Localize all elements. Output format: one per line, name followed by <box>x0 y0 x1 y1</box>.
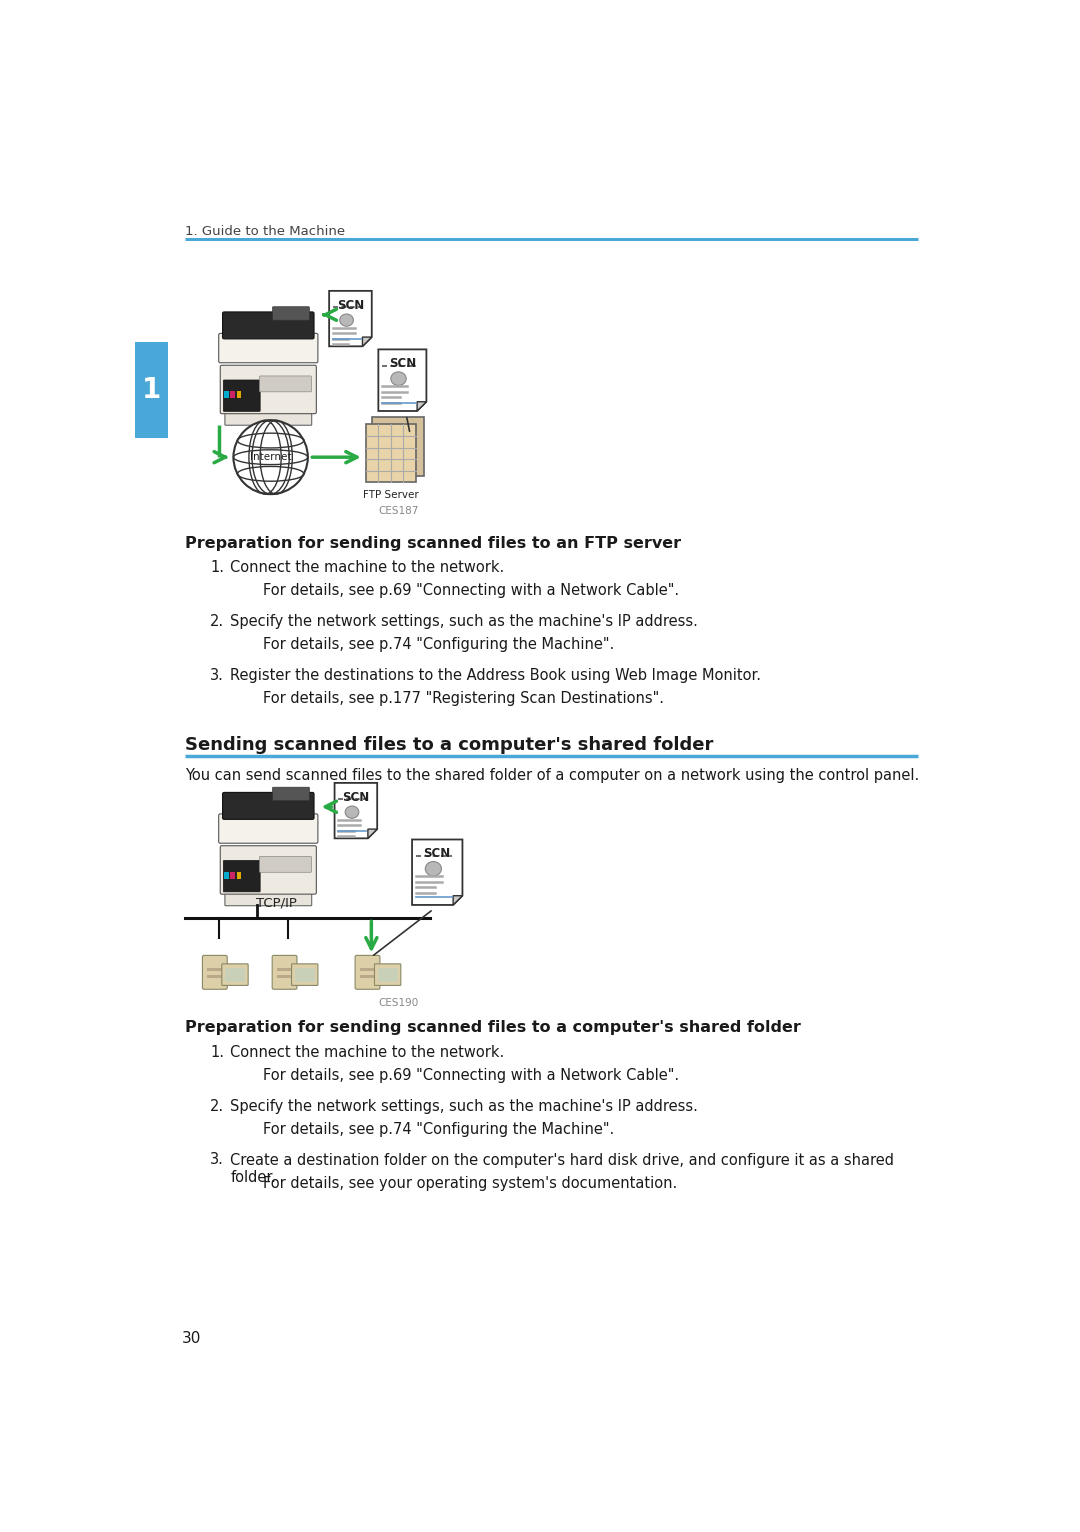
Text: 3.: 3. <box>211 1152 225 1167</box>
Bar <box>276 968 293 971</box>
Bar <box>243 391 247 398</box>
Bar <box>230 391 235 398</box>
FancyBboxPatch shape <box>225 890 312 905</box>
Text: FTP Server: FTP Server <box>363 490 419 499</box>
Text: Specify the network settings, such as the machine's IP address.: Specify the network settings, such as th… <box>230 614 698 630</box>
Text: Connect the machine to the network.: Connect the machine to the network. <box>230 1045 504 1060</box>
FancyBboxPatch shape <box>202 956 227 990</box>
Polygon shape <box>417 401 427 411</box>
Bar <box>276 976 293 979</box>
Bar <box>237 391 241 398</box>
Ellipse shape <box>391 372 406 386</box>
Text: For details, see p.69 "Connecting with a Network Cable".: For details, see p.69 "Connecting with a… <box>262 1068 679 1083</box>
Ellipse shape <box>340 314 353 326</box>
Bar <box>207 968 222 971</box>
Bar <box>230 872 235 879</box>
FancyBboxPatch shape <box>272 956 297 990</box>
Polygon shape <box>378 349 427 411</box>
Polygon shape <box>363 337 372 346</box>
Ellipse shape <box>426 861 442 876</box>
Text: Register the destinations to the Address Book using Web Image Monitor.: Register the destinations to the Address… <box>230 668 761 683</box>
Text: Connect the machine to the network.: Connect the machine to the network. <box>230 561 504 576</box>
FancyBboxPatch shape <box>259 375 311 392</box>
FancyBboxPatch shape <box>355 956 380 990</box>
FancyBboxPatch shape <box>225 411 312 426</box>
Bar <box>360 968 375 971</box>
Text: 3.: 3. <box>211 668 225 683</box>
FancyBboxPatch shape <box>272 306 309 320</box>
FancyBboxPatch shape <box>375 964 401 985</box>
FancyBboxPatch shape <box>224 380 260 412</box>
Circle shape <box>233 420 308 495</box>
Polygon shape <box>368 829 377 838</box>
FancyBboxPatch shape <box>220 365 316 414</box>
Polygon shape <box>335 783 377 838</box>
Text: CES187: CES187 <box>378 506 419 516</box>
Ellipse shape <box>346 806 359 818</box>
Text: 1: 1 <box>141 375 161 404</box>
Bar <box>225 872 229 879</box>
Text: Internet: Internet <box>249 452 292 463</box>
Text: Preparation for sending scanned files to an FTP server: Preparation for sending scanned files to… <box>186 536 681 550</box>
Polygon shape <box>329 291 372 346</box>
FancyBboxPatch shape <box>272 787 309 801</box>
Bar <box>237 872 241 879</box>
Polygon shape <box>413 840 462 905</box>
Text: 1. Guide to the Machine: 1. Guide to the Machine <box>186 225 346 237</box>
Bar <box>378 968 397 982</box>
Text: 2.: 2. <box>210 1098 225 1114</box>
Text: For details, see p.69 "Connecting with a Network Cable".: For details, see p.69 "Connecting with a… <box>262 584 679 599</box>
Bar <box>243 872 247 879</box>
Text: CES190: CES190 <box>378 999 419 1008</box>
FancyBboxPatch shape <box>218 334 318 363</box>
Text: Preparation for sending scanned files to a computer's shared folder: Preparation for sending scanned files to… <box>186 1020 801 1036</box>
FancyBboxPatch shape <box>222 792 314 820</box>
Text: SCN: SCN <box>342 791 369 804</box>
FancyBboxPatch shape <box>372 417 423 476</box>
FancyBboxPatch shape <box>221 964 248 985</box>
Bar <box>295 968 314 982</box>
Text: For details, see p.74 "Configuring the Machine".: For details, see p.74 "Configuring the M… <box>262 1121 615 1137</box>
Text: For details, see your operating system's documentation.: For details, see your operating system's… <box>262 1175 677 1190</box>
Bar <box>207 976 222 979</box>
Text: You can send scanned files to the shared folder of a computer on a network using: You can send scanned files to the shared… <box>186 768 920 783</box>
Text: 1.: 1. <box>211 561 225 576</box>
Bar <box>135 342 167 438</box>
Bar <box>225 968 245 982</box>
Bar <box>225 391 229 398</box>
FancyBboxPatch shape <box>259 856 311 872</box>
FancyBboxPatch shape <box>222 313 314 339</box>
Text: TCP/IP: TCP/IP <box>256 896 297 908</box>
Text: 2.: 2. <box>210 614 225 630</box>
Text: 30: 30 <box>181 1331 201 1347</box>
FancyBboxPatch shape <box>365 424 416 483</box>
Polygon shape <box>454 896 462 905</box>
FancyBboxPatch shape <box>292 964 318 985</box>
Text: For details, see p.74 "Configuring the Machine".: For details, see p.74 "Configuring the M… <box>262 637 615 653</box>
Text: Sending scanned files to a computer's shared folder: Sending scanned files to a computer's sh… <box>186 735 714 754</box>
Text: 1.: 1. <box>211 1045 225 1060</box>
FancyBboxPatch shape <box>220 846 316 895</box>
FancyBboxPatch shape <box>224 861 260 892</box>
Bar <box>360 976 375 979</box>
Text: For details, see p.177 "Registering Scan Destinations".: For details, see p.177 "Registering Scan… <box>262 691 664 706</box>
Text: Specify the network settings, such as the machine's IP address.: Specify the network settings, such as th… <box>230 1098 698 1114</box>
Text: SCN: SCN <box>337 299 364 311</box>
Text: SCN: SCN <box>423 847 450 859</box>
FancyBboxPatch shape <box>218 813 318 843</box>
Text: SCN: SCN <box>389 357 416 371</box>
Text: Create a destination folder on the computer's hard disk drive, and configure it : Create a destination folder on the compu… <box>230 1152 894 1184</box>
